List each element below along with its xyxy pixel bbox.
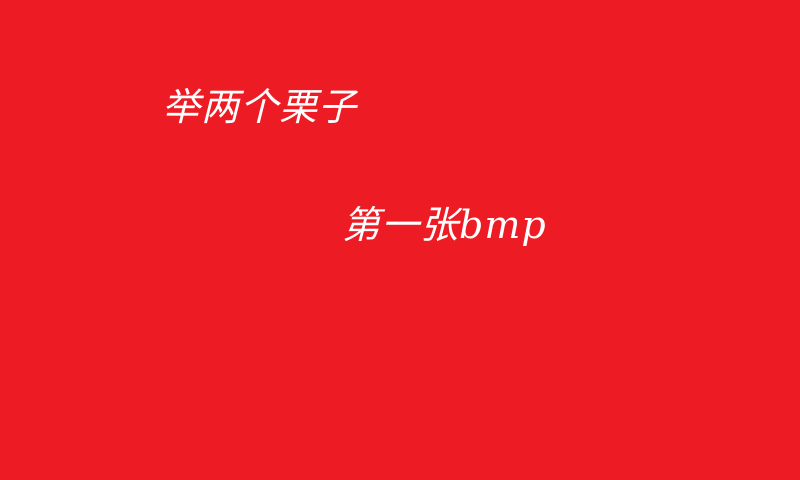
heading-text: 举两个栗子 [162,85,358,129]
caption-text: 第一张bmp [342,203,547,247]
